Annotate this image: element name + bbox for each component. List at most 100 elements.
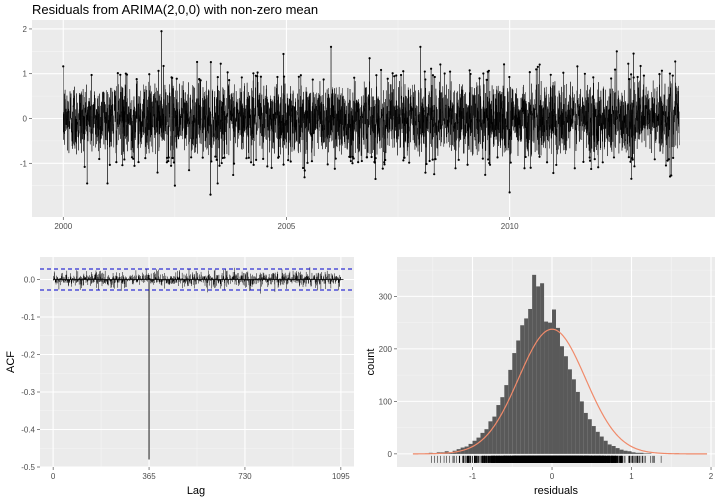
histogram-bar xyxy=(540,283,545,454)
histogram-y-axis-label: count xyxy=(365,349,377,376)
residual-point xyxy=(171,156,174,160)
residual-point xyxy=(487,69,490,72)
residual-point xyxy=(245,157,248,160)
acf-x-tick-label: 365 xyxy=(142,472,156,481)
histogram-bar xyxy=(639,452,644,454)
histogram-x-tick-label: 1 xyxy=(629,472,634,481)
residual-point xyxy=(333,167,336,170)
residual-point xyxy=(252,72,255,75)
residual-point xyxy=(334,157,337,160)
histogram-bar xyxy=(603,440,608,454)
residual-point xyxy=(214,155,217,158)
residual-point xyxy=(299,74,302,77)
residual-point xyxy=(628,78,631,81)
residual-point xyxy=(137,160,140,164)
histogram-bar xyxy=(643,453,648,454)
residual-point xyxy=(469,72,472,76)
residual-point xyxy=(448,70,452,73)
residual-point xyxy=(478,77,481,80)
residual-point xyxy=(287,159,290,162)
histogram-bar xyxy=(468,443,473,454)
residual-point xyxy=(509,161,512,164)
residual-point xyxy=(259,75,263,78)
histogram-bar xyxy=(464,446,469,454)
histogram-bar xyxy=(472,440,477,454)
residual-series-line xyxy=(62,30,680,196)
residual-point xyxy=(615,50,618,53)
residual-point xyxy=(466,163,469,166)
histogram-bar xyxy=(587,419,592,454)
residual-point xyxy=(391,72,394,75)
histogram-x-tick-label: 2 xyxy=(709,472,714,481)
residual-point xyxy=(664,164,668,167)
residual-point xyxy=(538,63,541,66)
residual-point xyxy=(156,171,159,174)
histogram-bar xyxy=(595,431,600,454)
residual-series-path xyxy=(63,31,680,195)
histogram-bar xyxy=(548,322,553,454)
residual-point xyxy=(562,71,565,74)
histogram-x-axis-label: residuals xyxy=(534,485,579,497)
residual-point xyxy=(108,163,111,166)
histogram-bars xyxy=(428,274,680,454)
residual-point xyxy=(123,158,126,161)
residual-point xyxy=(262,157,265,160)
histogram-bar xyxy=(492,416,497,454)
histogram-bar xyxy=(484,429,489,454)
residual-point xyxy=(228,78,231,82)
residual-point xyxy=(393,75,396,78)
residual-point xyxy=(612,156,616,159)
histogram-bar xyxy=(579,401,584,454)
timeseries-x-tick-label: 2005 xyxy=(278,222,296,231)
histogram-bar xyxy=(496,405,501,454)
histogram-bar xyxy=(619,449,624,454)
residual-point xyxy=(383,161,386,164)
histogram-bar xyxy=(504,385,509,454)
residual-point xyxy=(535,68,538,71)
residual-point xyxy=(240,76,243,79)
residual-point xyxy=(627,156,630,159)
histogram-bar xyxy=(563,356,568,454)
residual-point xyxy=(187,169,191,172)
residual-point xyxy=(277,155,280,158)
timeseries-y-tick-label: 0 xyxy=(23,115,28,124)
residual-point xyxy=(226,71,229,74)
residual-point xyxy=(610,77,613,80)
histogram-bar xyxy=(508,369,513,454)
residual-point xyxy=(468,69,471,72)
residual-point xyxy=(430,67,433,70)
histogram-bar xyxy=(476,437,481,454)
acf-y-tick-label: -0.5 xyxy=(21,463,35,472)
residual-point xyxy=(256,71,259,74)
residual-point xyxy=(220,161,223,165)
residual-point xyxy=(322,78,325,81)
acf-x-tick-label: 1095 xyxy=(332,472,350,481)
residual-point xyxy=(144,156,147,160)
histogram-bar xyxy=(615,448,620,454)
residual-point xyxy=(431,158,434,161)
residual-point xyxy=(545,161,549,164)
residual-point xyxy=(593,157,596,161)
residual-point xyxy=(98,157,101,161)
histogram-bar xyxy=(552,309,556,454)
residual-point xyxy=(482,72,485,75)
residual-point xyxy=(402,70,405,73)
residual-point xyxy=(209,61,212,64)
residual-point xyxy=(374,157,377,160)
residual-point xyxy=(209,193,212,196)
residual-point xyxy=(658,73,661,76)
residual-point xyxy=(588,159,592,162)
residual-point xyxy=(247,156,250,159)
residual-point xyxy=(311,78,314,81)
residual-point xyxy=(424,171,427,174)
residual-point xyxy=(289,160,292,163)
residual-point xyxy=(165,156,169,159)
residual-point xyxy=(395,74,398,77)
residual-point xyxy=(402,159,405,162)
histogram-bar xyxy=(575,391,580,454)
residual-point xyxy=(549,73,552,76)
normal-density-curve xyxy=(412,328,708,455)
residual-point xyxy=(167,156,170,159)
residual-point xyxy=(592,76,595,79)
residual-point xyxy=(270,166,273,169)
